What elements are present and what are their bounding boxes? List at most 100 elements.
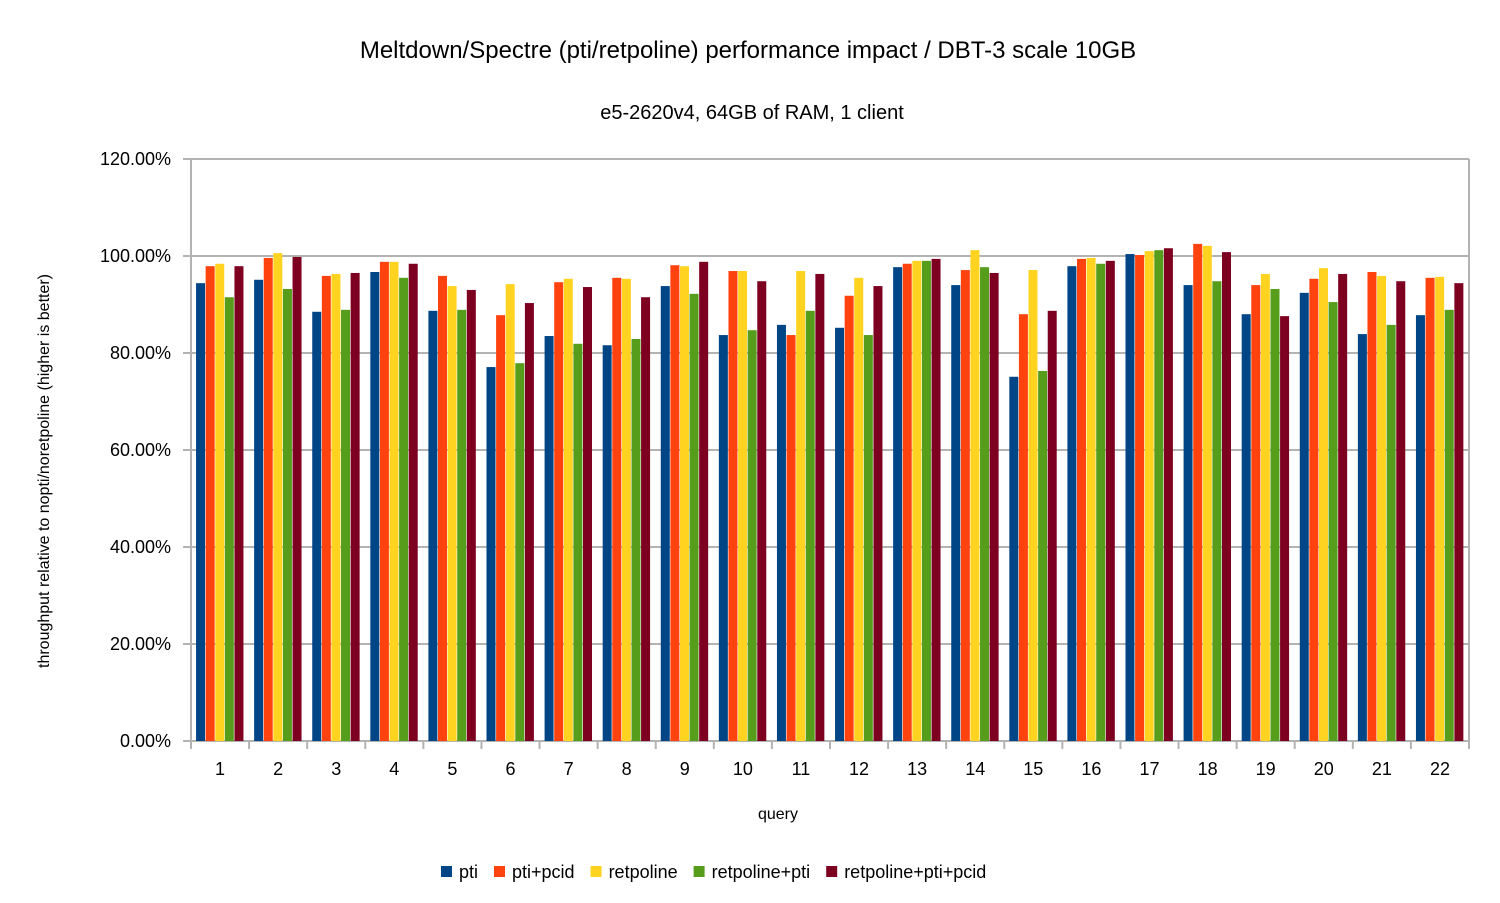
axes: 0.00% 20.00% 40.00% 60.00% 80.00% 100.00% 120.…: [100, 149, 1470, 779]
bar-retpoline-q19: [1260, 273, 1270, 741]
x-tick-label: 5: [447, 759, 457, 779]
x-tick-label: 2: [273, 759, 283, 779]
bar-retpoline-pti-q7: [573, 343, 583, 741]
legend-swatch: [590, 866, 602, 877]
bar-retpoline-pti-q2: [282, 288, 292, 741]
bar-retpoline-pti-pcid-q14: [989, 272, 999, 741]
bar-retpoline-q15: [1028, 270, 1038, 741]
legend-label: retpoline+pti+pcid: [844, 862, 986, 882]
bar-retpoline-pti-pcid-q11: [815, 273, 825, 741]
bar-retpoline-pti-pcid-q19: [1280, 316, 1290, 741]
bar-pti-q18: [1183, 285, 1193, 741]
bar-retpoline-pti-pcid-q12: [873, 286, 883, 741]
bar-retpoline-q16: [1086, 257, 1096, 741]
bar-pti-q3: [312, 311, 322, 741]
x-tick-label: 13: [907, 759, 927, 779]
bar-pti-q21: [1357, 334, 1367, 741]
x-tick-label: 8: [622, 759, 632, 779]
bar-retpoline-pti-q12: [863, 335, 873, 741]
legend-label: retpoline+pti: [712, 862, 811, 882]
bar-pti-pcid-q13: [902, 263, 912, 741]
bar-pti-q15: [1009, 376, 1019, 741]
bar-retpoline-pti-pcid-q7: [582, 287, 592, 741]
bar-pti-q10: [718, 335, 728, 741]
bar-retpoline-q17: [1144, 251, 1154, 741]
legend-item: retpoline: [590, 862, 678, 882]
x-tick-label: 11: [792, 759, 811, 779]
bar-retpoline-pti-pcid-q13: [931, 258, 941, 741]
legend-swatch: [441, 866, 452, 877]
x-tick-label: 22: [1430, 759, 1450, 779]
bar-pti-q7: [544, 336, 554, 741]
x-tick-label: 14: [965, 759, 985, 779]
bar-retpoline-pti-q1: [224, 297, 234, 741]
x-tick-label: 20: [1314, 759, 1334, 779]
bar-retpoline-pti-q21: [1386, 324, 1396, 741]
y-tick-label: 20.00%: [110, 634, 171, 654]
bar-pti-q13: [893, 267, 903, 741]
bar-pti-pcid-q19: [1251, 285, 1261, 741]
bar-pti-pcid-q14: [960, 270, 970, 741]
legend-label: retpoline: [609, 862, 678, 882]
bar-retpoline-pti-pcid-q1: [234, 266, 244, 741]
y-tick-label: 100.00%: [100, 246, 171, 266]
x-axis-label: query: [758, 806, 798, 823]
bar-pti-pcid-q12: [844, 295, 854, 741]
x-tick-label: 12: [849, 759, 869, 779]
x-tick-label: 17: [1139, 759, 1159, 779]
bar-pti-q6: [486, 367, 496, 741]
bar-retpoline-q11: [796, 271, 806, 741]
y-tick-label: 60.00%: [110, 440, 171, 460]
bar-retpoline-pti-q11: [805, 310, 815, 741]
bar-retpoline-q21: [1377, 275, 1387, 741]
bar-retpoline-pti-pcid-q15: [1047, 310, 1057, 741]
legend-swatch: [826, 866, 838, 877]
x-tick-label: 3: [331, 759, 341, 779]
bar-pti-pcid-q4: [379, 261, 389, 741]
bar-pti-pcid-q2: [263, 257, 273, 741]
bar-pti-pcid-q16: [1077, 258, 1087, 741]
bar-retpoline-pti-pcid-q17: [1163, 248, 1173, 742]
bar-retpoline-q8: [621, 278, 631, 741]
bar-pti-q2: [254, 279, 264, 741]
bar-pti-pcid-q22: [1425, 277, 1435, 741]
bar-retpoline-pti-pcid-q18: [1221, 252, 1231, 741]
x-tick-label: 15: [1023, 759, 1043, 779]
bar-retpoline-pti-q6: [515, 363, 525, 741]
bar-retpoline-pti-q17: [1154, 250, 1164, 741]
bar-retpoline-pti-pcid-q6: [524, 303, 534, 741]
x-tick-label: 18: [1198, 759, 1218, 779]
bar-pti-pcid-q15: [1018, 314, 1028, 741]
bar-retpoline-q6: [505, 284, 515, 741]
bar-pti-pcid-q11: [786, 335, 796, 741]
bar-retpoline-pti-q8: [631, 338, 641, 741]
bar-pti-pcid-q21: [1367, 272, 1377, 741]
bar-pti-pcid-q9: [670, 265, 680, 741]
bar-retpoline-pti-q18: [1212, 281, 1222, 741]
bar-pti-pcid-q20: [1309, 278, 1319, 741]
bar-retpoline-q7: [563, 278, 573, 741]
legend-swatch: [494, 866, 506, 877]
y-tick-label: 80.00%: [110, 343, 171, 363]
legend-item: retpoline+pti+pcid: [826, 862, 986, 882]
chart-title: Meltdown/Spectre (pti/retpoline) perform…: [360, 37, 1136, 64]
bar-pti-q20: [1299, 292, 1309, 741]
bar-pti-q8: [602, 345, 612, 741]
bar-retpoline-pti-q10: [747, 330, 757, 741]
bar-pti-q19: [1241, 314, 1251, 741]
bar-retpoline-pti-pcid-q22: [1454, 283, 1464, 741]
chart-subtitle: e5-2620v4, 64GB of RAM, 1 client: [600, 102, 904, 124]
bar-retpoline-q22: [1435, 276, 1445, 741]
bar-retpoline-pti-q3: [341, 309, 351, 741]
bar-pti-pcid-q3: [321, 275, 331, 741]
x-tick-label: 21: [1372, 759, 1392, 779]
bar-retpoline-q20: [1318, 268, 1328, 741]
y-axis-label: throughput relative to nopti/noretpoline…: [36, 274, 53, 668]
x-tick-label: 9: [680, 759, 690, 779]
bar-retpoline-pti-q22: [1444, 309, 1454, 741]
bar-pti-q22: [1415, 315, 1425, 741]
bar-retpoline-q1: [215, 263, 225, 741]
bar-retpoline-q10: [738, 271, 748, 741]
bar-retpoline-pti-pcid-q5: [466, 289, 476, 741]
bars: [196, 243, 1464, 742]
